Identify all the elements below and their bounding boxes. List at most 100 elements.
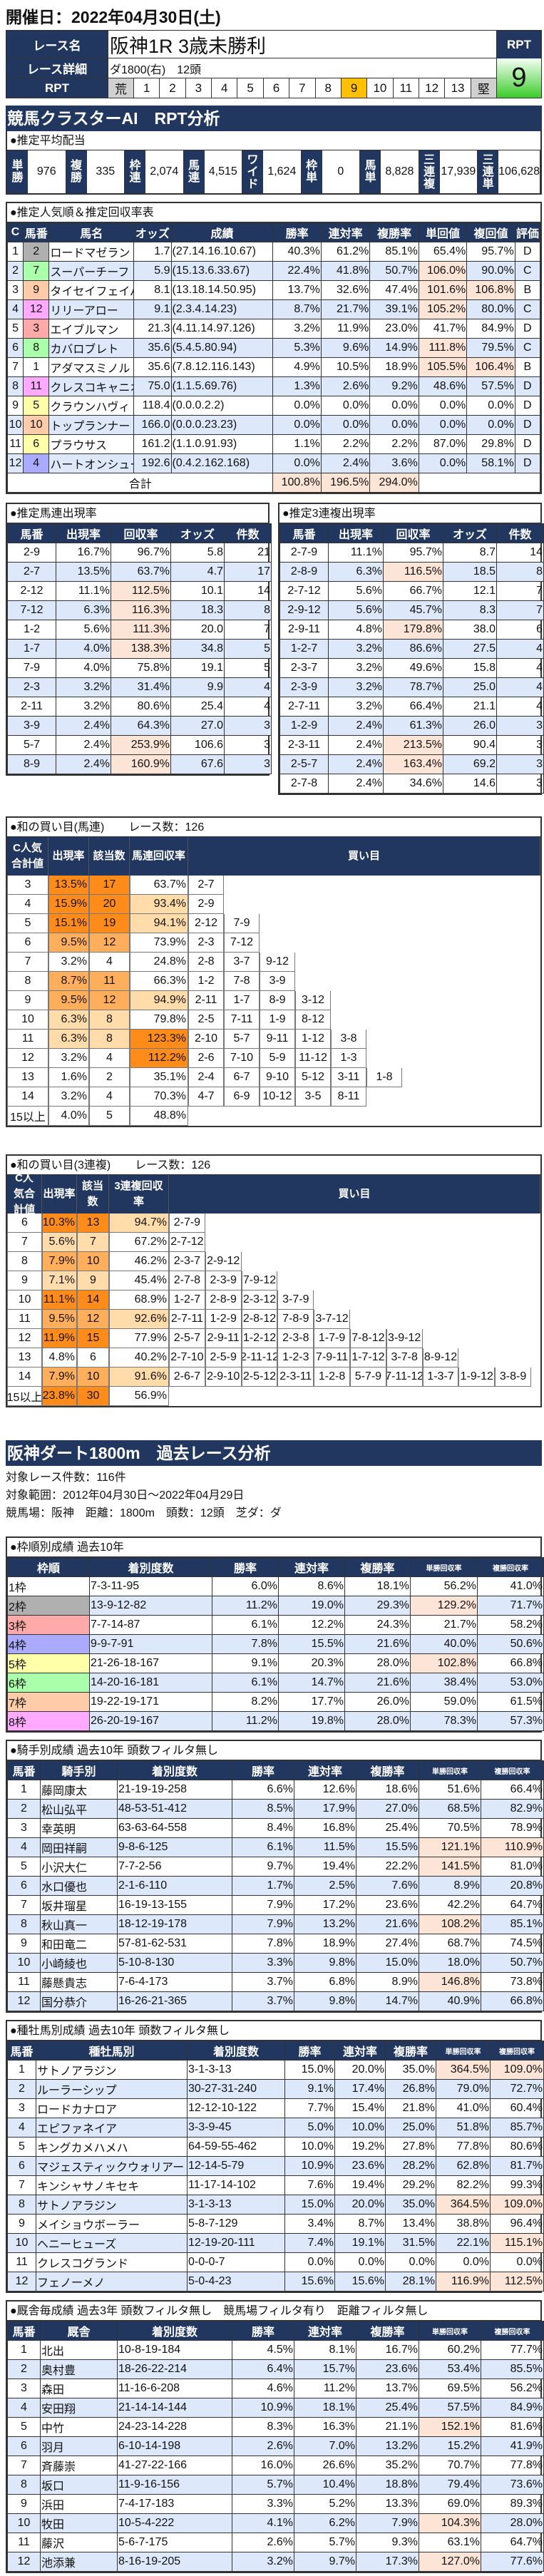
grid-row: 7 5.6% 7 67.2% 2-7-12 <box>7 1233 540 1252</box>
table-row: 10 10 トップランナー 166.0 (0.0.0.23.23) 0.0% 0.0% 0.0… <box>6 415 541 435</box>
popularity-table: C 馬番 馬名 オッズ 成績 勝率 連対率 複勝率 単回値 複回値 評価 1 2 ロードマゼラン 1.7 (2… <box>6 222 541 493</box>
table-cell: 6枠 <box>7 1673 90 1693</box>
table-cell: 3.7% <box>232 1991 294 2011</box>
table-cell: 5.8 <box>170 543 225 563</box>
table-cell: 106.0% <box>418 261 468 281</box>
table-cell: 坂口 <box>40 2475 118 2495</box>
table-cell: 69.0% <box>419 2494 481 2514</box>
table-cell: リリーアロー <box>48 299 135 319</box>
table-cell: 9 <box>6 396 24 416</box>
table-cell: 7-3-11-95 <box>89 1576 212 1596</box>
grid-cell: 6 <box>77 1348 109 1367</box>
rpt-value-box: RPT 9 <box>496 31 541 98</box>
table-cell: 7-4-17-183 <box>117 2494 232 2514</box>
bet-combination: 1-2-12 <box>241 1329 278 1348</box>
grid-column-header: C人気合計値 <box>7 1172 42 1216</box>
bet-combination: 1-7 <box>224 991 260 1010</box>
bet-combination: 1-3 <box>331 1049 366 1068</box>
table-cell: 80.6% <box>111 697 171 717</box>
table-cell: 41.9% <box>481 2436 544 2456</box>
table-cell: 57.3% <box>477 1711 544 1731</box>
payout-box: ●推定平均配当 単勝 976 複勝 335 枠連 2,074 馬連 4,515 ワイド 1,624… <box>6 131 542 195</box>
table-cell: 65.4% <box>418 242 468 262</box>
table-cell: 2-3 <box>7 677 56 697</box>
race-name: 阪神1R 3歳未勝利 <box>110 35 267 57</box>
table-cell: 2 <box>23 242 50 262</box>
table-cell: (4.11.14.97.126) <box>170 319 274 339</box>
table-cell: 0.0% <box>490 2252 544 2272</box>
table-row: 7-9 4.0% 75.8% 19.1 5 <box>7 658 272 678</box>
table-cell: 安田翔 <box>40 2398 118 2418</box>
grid-cell: 10 <box>77 1367 109 1387</box>
table-cell: 12 <box>23 299 50 319</box>
grid-row: 13 1.6% 2 35.1% 2-4 6-7 9-10 5-12 3-11 1-8 <box>7 1068 540 1087</box>
table-cell: 85.7% <box>490 2118 544 2138</box>
table-cell: 73.8% <box>481 1972 544 1992</box>
column-header: 着別度数 <box>89 1557 212 1577</box>
table-cell: 3 <box>496 774 544 794</box>
table-cell: 17.4% <box>334 2079 386 2099</box>
table-cell: 13.2% <box>294 1914 356 1934</box>
column-header: 単勝回収率 <box>410 1557 478 1577</box>
table-row: 2-9 16.7% 96.7% 5.8 21 <box>7 543 272 563</box>
table-row: 8 サトノアラジン 3-1-3-13 15.0% 20.0% 35.0% 364.5% 109… <box>7 2195 544 2215</box>
jockey-title: ●騎手別成績 過去10年 頭数フィルタ無し <box>7 1741 540 1760</box>
grid-cell: 9 <box>7 991 48 1010</box>
table-cell: 118.4 <box>133 396 172 416</box>
grid-cell: 15 <box>77 1329 109 1348</box>
table-cell: 77.8% <box>481 2456 544 2475</box>
column-header: 回収率 <box>383 523 443 543</box>
table-cell: 10.0% <box>334 2118 386 2138</box>
grid-cell: 9 <box>7 1271 42 1290</box>
table-cell: 7.0% <box>294 2436 356 2456</box>
table-row: 2-3 3.2% 31.4% 9.9 4 <box>7 677 272 697</box>
table-cell: 68.5% <box>419 1799 481 1819</box>
table-cell: 0.0% <box>418 453 468 473</box>
table-cell: D <box>514 319 541 339</box>
grid-column-header: 該当数 <box>77 1175 109 1213</box>
table-cell: 129.2% <box>410 1596 478 1616</box>
table-cell: 4 <box>496 697 544 717</box>
popularity-box: ●推定人気順＆推定回収率表 C 馬番 馬名 オッズ 成績 勝率 連対率 複勝率 単回値 複回値 評価… <box>6 202 542 494</box>
grid-cell: 13.5% <box>48 876 89 895</box>
table-row: 9 浜田 7-4-17-183 3.3% 5.2% 13.3% 69.0% 89.3% <box>7 2494 544 2514</box>
grid-column-header: 買い目 <box>188 837 540 876</box>
table-cell: 1 <box>6 242 24 262</box>
table-cell: 9.1% <box>212 1653 279 1673</box>
table-cell: 41.7% <box>418 319 468 339</box>
grid-row: 3 13.5% 17 63.7% 2-7 <box>7 876 540 895</box>
table-cell: 35.0% <box>385 2195 436 2215</box>
table-cell: 9.1 <box>133 299 172 319</box>
event-date: 開催日：2022年04月30日(土) <box>6 8 221 26</box>
column-header: 騎手別 <box>40 1760 118 1780</box>
table-cell: 64.7% <box>481 1895 544 1915</box>
umaren-rate-title: ●推定馬連出現率 <box>7 504 268 523</box>
table-cell: 8.4% <box>232 1818 294 1838</box>
table-cell: (15.13.6.33.67) <box>170 261 274 281</box>
table-cell: 80.6% <box>490 2137 544 2157</box>
table-cell: 4 <box>23 453 50 473</box>
table-cell: 2-7-12 <box>279 581 329 601</box>
table-cell: 5 <box>6 319 24 339</box>
table-cell: 5.6% <box>56 620 111 640</box>
grid-cell: 93.4% <box>130 895 188 914</box>
bet-combination: 2-8-12 <box>241 1310 278 1329</box>
column-header: オッズ <box>170 523 225 543</box>
table-cell: 6.1% <box>212 1673 279 1693</box>
table-cell: 50.7% <box>369 261 419 281</box>
table-cell: 29.3% <box>344 1596 411 1616</box>
table-cell: 31.5% <box>385 2233 436 2253</box>
grid-cell: 91.6% <box>109 1367 169 1387</box>
grid-cell: 10 <box>7 1010 48 1030</box>
column-header: 出現率 <box>56 523 111 543</box>
table-cell: 70.5% <box>419 1818 481 1838</box>
column-header: 複勝回収率 <box>477 1557 544 1577</box>
table-header-row: 馬番 出現率 回収率 オッズ 件数 <box>7 523 272 543</box>
table-cell: 3.2% <box>56 677 111 697</box>
grid-cell: 56.9% <box>109 1387 169 1406</box>
table-cell: 4.1% <box>232 2513 294 2533</box>
grid-cell: 11 <box>89 972 130 991</box>
table-cell: D <box>514 434 541 454</box>
total-value: 294.0% <box>369 473 419 493</box>
bet-combination: 1-7-9 <box>314 1329 350 1348</box>
